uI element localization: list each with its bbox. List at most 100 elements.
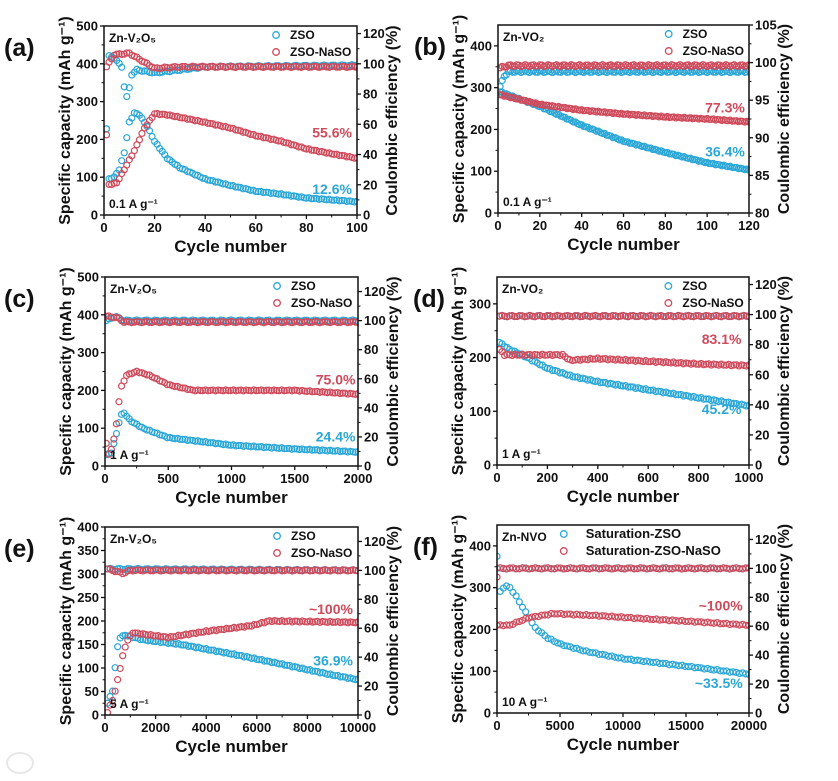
data-point-zso-ce <box>125 84 133 92</box>
data-point-naso-ce <box>300 62 308 71</box>
x-tick-label: 600 <box>637 470 659 485</box>
legend-label: ZSO <box>682 279 707 293</box>
data-point-zso-ce <box>498 76 506 85</box>
y-tick-label: 0 <box>484 706 491 721</box>
y2-tick-label: 60 <box>755 619 769 634</box>
y2-tick-label: 120 <box>363 26 385 41</box>
y2-axis-label: Coulombic efficiency (%) <box>776 276 793 466</box>
data-point-naso-ce <box>324 566 332 575</box>
data-point-naso-cap <box>654 358 662 366</box>
data-point-naso-cap <box>692 360 700 368</box>
y2-tick-label: 40 <box>363 147 377 162</box>
y2-tick-label: 105 <box>755 18 777 33</box>
legend-label: ZSO-NaSO <box>291 546 352 560</box>
data-point-naso-cap <box>252 387 260 395</box>
data-point-naso-ce <box>146 567 155 575</box>
y2-tick-label: 80 <box>755 337 769 352</box>
data-point-naso-ce <box>338 62 346 70</box>
legend-label: Saturation-ZSO <box>586 526 681 541</box>
data-point-zso-cap <box>252 443 260 451</box>
plot-area <box>497 552 749 678</box>
x-axis-label: Cycle number <box>567 487 680 506</box>
data-point-naso-ce <box>305 63 313 71</box>
data-point-zso-cap <box>674 391 683 399</box>
data-point-naso-cap <box>702 360 710 368</box>
y2-tick-label: 100 <box>755 307 777 322</box>
data-point-zso-cap <box>255 656 263 664</box>
data-point-naso-ce <box>278 567 286 575</box>
data-point-naso-cap <box>225 625 233 633</box>
data-point-naso-ce <box>235 566 243 574</box>
data-point-naso-ce <box>150 318 159 326</box>
data-point-naso-cap <box>104 131 111 139</box>
x-axis-label: Cycle number <box>175 737 288 756</box>
data-point-zso-cap <box>548 366 557 375</box>
data-point-naso-cap <box>283 617 291 625</box>
plot-area <box>497 311 749 410</box>
data-point-naso-cap <box>116 664 124 673</box>
x-tick-label: 80 <box>658 218 672 233</box>
data-point-naso-cap <box>280 387 288 395</box>
legend-label: ZSO <box>291 529 316 543</box>
data-point-zso-cap <box>308 667 317 675</box>
data-point-zso-cap <box>596 379 604 387</box>
data-point-zso-cap <box>204 439 212 447</box>
data-point-naso-cap <box>589 355 597 363</box>
retention-label-naso: 55.6% <box>312 125 352 141</box>
legend-label: ZSO <box>291 279 316 293</box>
data-point-zso-cap <box>349 448 357 456</box>
panel-a: (a)0 20 40 60 80 1000100200300400500020406080… <box>4 16 401 256</box>
data-point-naso-ce <box>168 318 176 326</box>
y2-tick-label: 20 <box>364 679 378 694</box>
y2-tick-label: 40 <box>364 650 378 665</box>
data-point-naso-ce <box>323 63 331 71</box>
data-point-naso-ce <box>626 312 635 320</box>
data-point-naso-ce <box>123 317 131 326</box>
data-point-zso-cap <box>318 446 327 454</box>
legend-marker-icon <box>559 547 568 555</box>
data-point-naso-cap <box>217 625 225 633</box>
chemistry-label: Zn-V₂O₅ <box>110 532 157 546</box>
data-point-naso-cap <box>328 389 337 397</box>
data-point-naso-cap <box>131 629 139 637</box>
data-point-zso-cap <box>522 608 530 616</box>
data-point-naso-cap <box>115 398 123 406</box>
data-point-zso-cap <box>255 443 263 451</box>
data-point-naso-ce <box>500 312 509 320</box>
data-point-zso-cap <box>212 440 220 448</box>
y2-tick-label: 0 <box>364 708 371 723</box>
data-point-naso-cap <box>287 141 295 149</box>
data-point-naso-cap <box>121 643 129 651</box>
data-point-naso-cap <box>335 151 343 160</box>
data-point-zso-cap <box>561 113 569 121</box>
data-point-zso-cap <box>584 123 592 131</box>
data-point-zso-cap <box>227 650 236 658</box>
data-point-naso-cap <box>353 154 357 162</box>
data-point-naso-cap <box>606 355 615 363</box>
data-point-naso-cap <box>204 119 212 127</box>
data-point-zso-cap <box>353 197 357 205</box>
data-point-zso-cap <box>231 183 240 191</box>
plot-frame <box>104 526 359 716</box>
x-tick-label: 200 <box>537 470 559 485</box>
data-point-naso-cap <box>541 351 549 359</box>
x-tick-label: 20 <box>147 220 161 235</box>
data-point-naso-ce <box>206 318 215 326</box>
chemistry-label: Zn-V₂O₅ <box>110 282 157 296</box>
data-point-naso-ce <box>245 566 253 574</box>
data-point-naso-cap <box>178 114 187 122</box>
data-point-naso-ce <box>310 62 318 70</box>
data-point-zso-cap <box>647 386 655 394</box>
panel-letter: (c) <box>4 285 35 313</box>
data-point-zso-cap <box>554 639 562 647</box>
data-point-naso-ce <box>339 566 347 574</box>
data-point-zso-cap <box>307 195 316 203</box>
chemistry-label: Zn-VO₂ <box>502 282 543 296</box>
legend-label: ZSO-NaSO <box>290 45 351 59</box>
x-tick-label: 40 <box>574 218 588 233</box>
data-point-zso-cap <box>184 436 192 445</box>
data-point-naso-ce <box>250 319 258 327</box>
data-point-naso-cap <box>183 115 192 123</box>
data-point-naso-ce <box>113 50 121 58</box>
data-point-naso-cap <box>720 361 728 369</box>
